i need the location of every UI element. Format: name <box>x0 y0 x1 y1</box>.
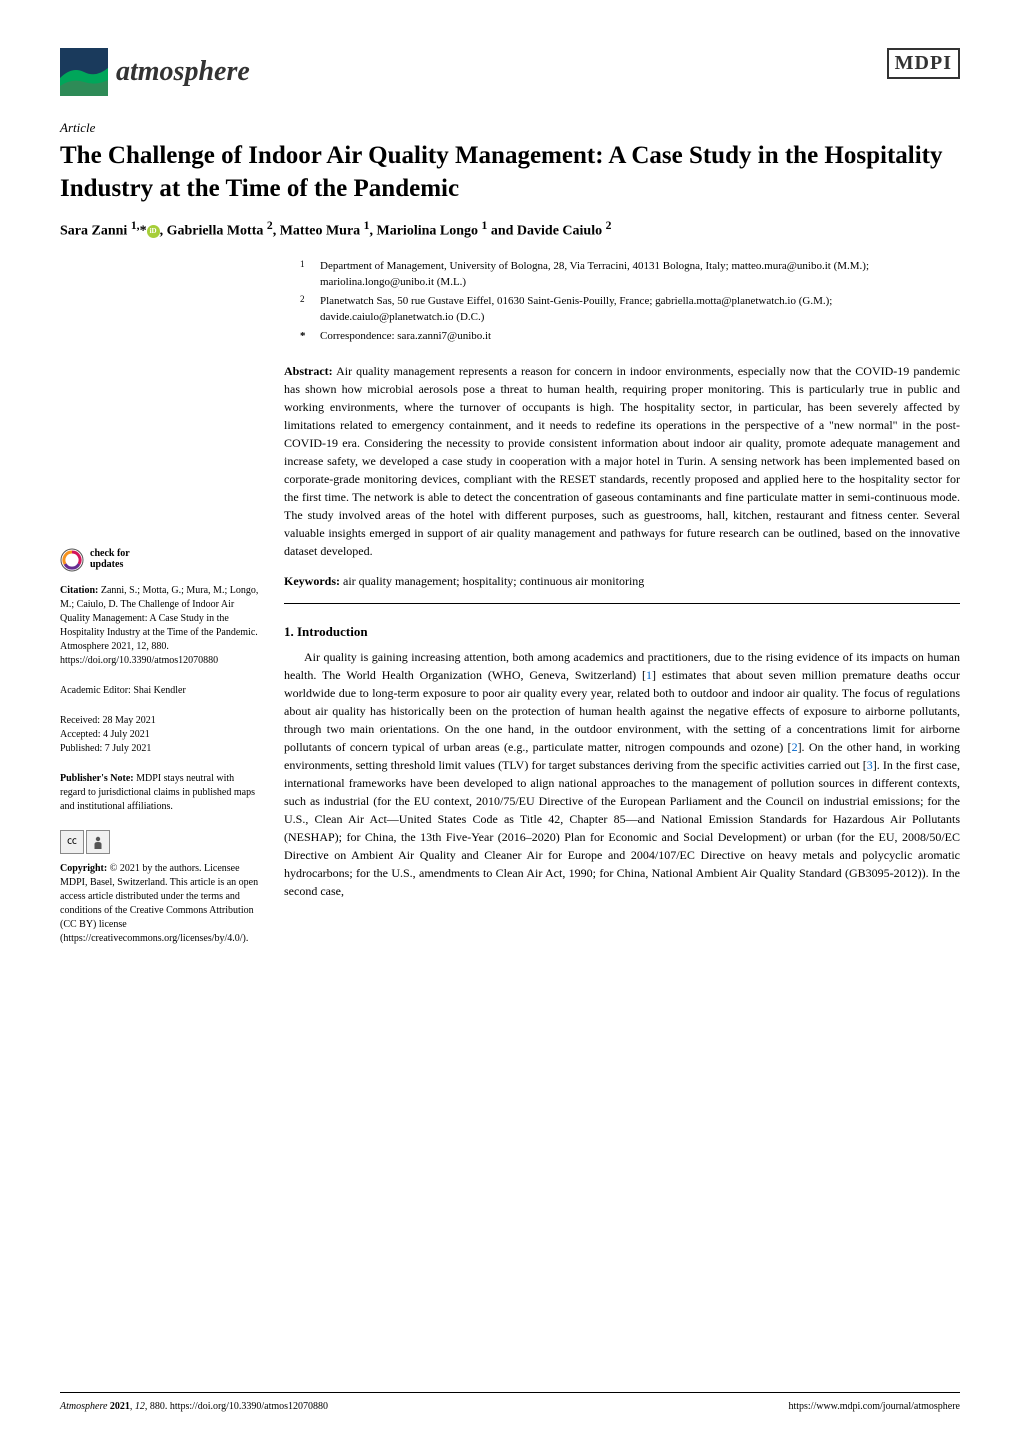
keywords: Keywords: air quality management; hospit… <box>284 574 960 604</box>
published-date: Published: 7 July 2021 <box>60 742 260 756</box>
editor-block: Academic Editor: Shai Kendler <box>60 684 260 698</box>
article-type: Article <box>60 120 960 136</box>
publishers-note: Publisher's Note: MDPI stays neutral wit… <box>60 772 260 814</box>
editor-label: Academic Editor: <box>60 685 131 696</box>
affiliation-2: 2 Planetwatch Sas, 50 rue Gustave Eiffel… <box>300 293 960 326</box>
received-date: Received: 28 May 2021 <box>60 714 260 728</box>
abstract: Abstract: Air quality management represe… <box>284 362 960 560</box>
copyright-label: Copyright: <box>60 863 107 874</box>
mdpi-logo: MDPI <box>887 48 960 79</box>
orcid-icon <box>147 225 160 238</box>
affil-text: Department of Management, University of … <box>320 258 960 291</box>
accepted-date: Accepted: 4 July 2021 <box>60 728 260 742</box>
keywords-text: air quality management; hospitality; con… <box>343 574 644 588</box>
journal-logo: atmosphere <box>60 48 250 96</box>
abstract-label: Abstract: <box>284 364 333 378</box>
main-content: check for updates Citation: Zanni, S.; M… <box>60 258 960 962</box>
editor-name: Shai Kendler <box>133 685 186 696</box>
sidebar: check for updates Citation: Zanni, S.; M… <box>60 258 260 962</box>
journal-name: atmosphere <box>116 56 250 88</box>
abstract-text: Air quality management represents a reas… <box>284 364 960 558</box>
corr-mark: * <box>300 328 310 345</box>
affil-text: Planetwatch Sas, 50 rue Gustave Eiffel, … <box>320 293 960 326</box>
affiliation-1: 1 Department of Management, University o… <box>300 258 960 291</box>
correspondence: * Correspondence: sara.zanni7@unibo.it <box>300 328 960 345</box>
affil-num: 2 <box>300 293 310 326</box>
page-header: atmosphere MDPI <box>60 48 960 96</box>
check-updates-label: check for updates <box>90 548 130 570</box>
cc-by-badge: ㏄ <box>60 830 260 854</box>
atmosphere-icon <box>60 48 108 96</box>
article-title: The Challenge of Indoor Air Quality Mana… <box>60 140 960 205</box>
citation-text: Zanni, S.; Motta, G.; Mura, M.; Longo, M… <box>60 585 258 666</box>
by-icon <box>86 830 110 854</box>
corr-text: Correspondence: sara.zanni7@unibo.it <box>320 328 491 345</box>
footer-right: https://www.mdpi.com/journal/atmosphere <box>788 1401 960 1412</box>
right-column: 1 Department of Management, University o… <box>284 258 960 962</box>
footer-left: Atmosphere 2021, 12, 880. https://doi.or… <box>60 1401 328 1412</box>
page-footer: Atmosphere 2021, 12, 880. https://doi.or… <box>60 1392 960 1412</box>
authors-line: Sara Zanni 1,*, Gabriella Motta 2, Matte… <box>60 219 960 240</box>
copyright-text: © 2021 by the authors. Licensee MDPI, Ba… <box>60 863 258 944</box>
citation-label: Citation: <box>60 585 98 596</box>
citation-block: Citation: Zanni, S.; Motta, G.; Mura, M.… <box>60 584 260 668</box>
affil-num: 1 <box>300 258 310 291</box>
section-1-heading: 1. Introduction <box>284 624 960 640</box>
pubnote-label: Publisher's Note: <box>60 773 134 784</box>
license-block: ㏄ Copyright: © 2021 by the authors. Lice… <box>60 830 260 946</box>
keywords-label: Keywords: <box>284 574 340 588</box>
dates-block: Received: 28 May 2021 Accepted: 4 July 2… <box>60 714 260 756</box>
affiliations: 1 Department of Management, University o… <box>284 258 960 345</box>
check-updates-badge[interactable]: check for updates <box>60 548 260 572</box>
intro-paragraph: Air quality is gaining increasing attent… <box>284 648 960 900</box>
cc-icon: ㏄ <box>60 830 84 854</box>
check-updates-icon <box>60 548 84 572</box>
